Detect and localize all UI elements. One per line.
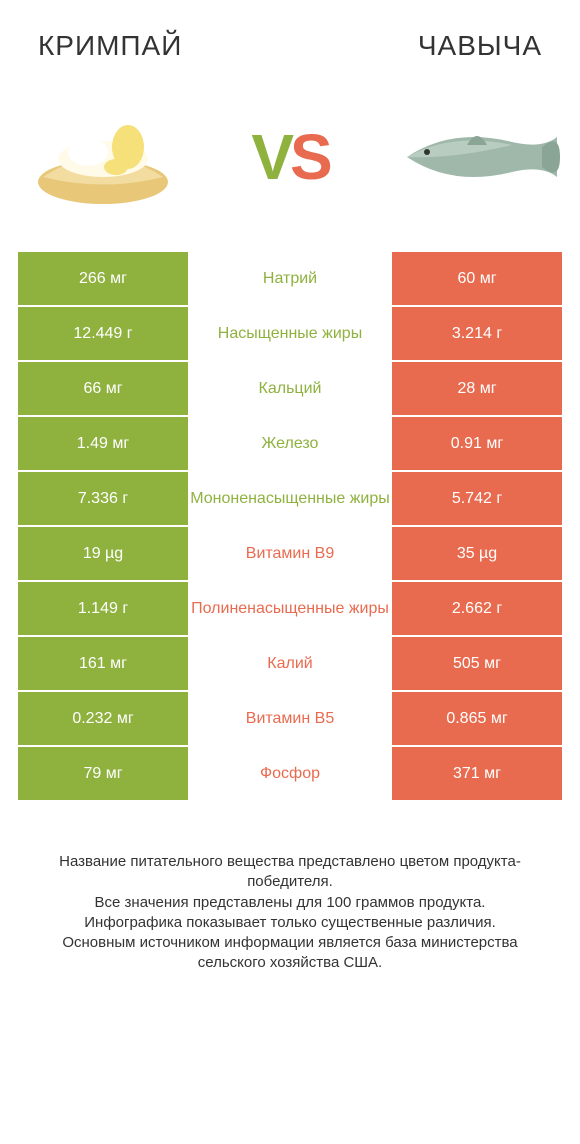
value-right: 60 мг [392, 252, 562, 305]
vs-label: VS [251, 120, 328, 194]
nutrient-label: Витамин B5 [188, 692, 392, 745]
table-row: 266 мгНатрий60 мг [18, 252, 562, 307]
value-left: 79 мг [18, 747, 188, 800]
nutrient-label: Фосфор [188, 747, 392, 800]
hero-row: VS [18, 72, 562, 252]
value-right: 3.214 г [392, 307, 562, 360]
value-left: 266 мг [18, 252, 188, 305]
table-row: 19 µgВитамин B935 µg [18, 527, 562, 582]
title-left: КРИМПАЙ [38, 30, 182, 62]
footer-line: Все значения представлены для 100 граммо… [28, 893, 552, 913]
nutrient-label: Кальций [188, 362, 392, 415]
vs-v: V [251, 121, 290, 193]
value-right: 505 мг [392, 637, 562, 690]
comparison-table: 266 мгНатрий60 мг12.449 гНасыщенные жиры… [18, 252, 562, 802]
nutrient-label: Калий [188, 637, 392, 690]
nutrient-label: Железо [188, 417, 392, 470]
footer-text: Название питательного вещества представл… [18, 852, 562, 974]
food-image-left [18, 97, 188, 217]
food-image-right [392, 97, 562, 217]
value-left: 19 µg [18, 527, 188, 580]
nutrient-label: Полиненасыщенные жиры [188, 582, 392, 635]
table-row: 1.149 гПолиненасыщенные жиры2.662 г [18, 582, 562, 637]
value-right: 371 мг [392, 747, 562, 800]
titles-row: КРИМПАЙ ЧАВЫЧА [18, 30, 562, 72]
nutrient-label: Мононенасыщенные жиры [188, 472, 392, 525]
table-row: 7.336 гМононенасыщенные жиры5.742 г [18, 472, 562, 527]
footer-line: Инфографика показывает только существенн… [28, 913, 552, 933]
value-left: 66 мг [18, 362, 188, 415]
title-right: ЧАВЫЧА [418, 30, 542, 62]
value-left: 1.49 мг [18, 417, 188, 470]
value-left: 12.449 г [18, 307, 188, 360]
value-right: 5.742 г [392, 472, 562, 525]
value-left: 161 мг [18, 637, 188, 690]
table-row: 1.49 мгЖелезо0.91 мг [18, 417, 562, 472]
value-left: 7.336 г [18, 472, 188, 525]
nutrient-label: Натрий [188, 252, 392, 305]
table-row: 0.232 мгВитамин B50.865 мг [18, 692, 562, 747]
nutrient-label: Насыщенные жиры [188, 307, 392, 360]
value-right: 0.91 мг [392, 417, 562, 470]
vs-s: S [290, 121, 329, 193]
value-right: 0.865 мг [392, 692, 562, 745]
table-row: 161 мгКалий505 мг [18, 637, 562, 692]
footer-line: Основным источником информации является … [28, 933, 552, 974]
value-left: 0.232 мг [18, 692, 188, 745]
table-row: 12.449 гНасыщенные жиры3.214 г [18, 307, 562, 362]
value-left: 1.149 г [18, 582, 188, 635]
table-row: 79 мгФосфор371 мг [18, 747, 562, 802]
nutrient-label: Витамин B9 [188, 527, 392, 580]
footer-line: Название питательного вещества представл… [28, 852, 552, 893]
value-right: 28 мг [392, 362, 562, 415]
table-row: 66 мгКальций28 мг [18, 362, 562, 417]
value-right: 2.662 г [392, 582, 562, 635]
value-right: 35 µg [392, 527, 562, 580]
